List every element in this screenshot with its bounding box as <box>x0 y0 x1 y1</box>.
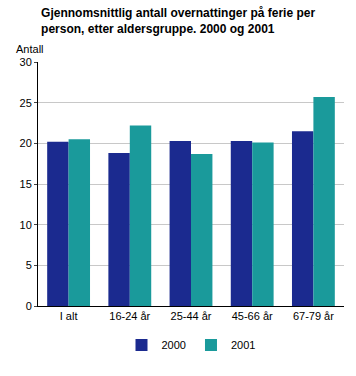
svg-text:20: 20 <box>20 137 32 149</box>
svg-text:15: 15 <box>20 178 32 190</box>
svg-text:5: 5 <box>26 259 32 271</box>
svg-text:2001: 2001 <box>231 339 255 351</box>
svg-text:25: 25 <box>20 97 32 109</box>
svg-text:25-44 år: 25-44 år <box>171 310 212 322</box>
svg-text:2000: 2000 <box>162 339 186 351</box>
svg-text:0: 0 <box>26 300 32 312</box>
svg-text:I alt: I alt <box>60 310 78 322</box>
svg-text:Gjennomsnittlig antall overnat: Gjennomsnittlig antall overnattinger på … <box>41 6 315 36</box>
svg-text:Antall: Antall <box>16 43 44 55</box>
svg-text:30: 30 <box>20 56 32 68</box>
svg-text:45-66 år: 45-66 år <box>232 310 273 322</box>
svg-text:67-79 år: 67-79 år <box>293 310 334 322</box>
svg-text:16-24 år: 16-24 år <box>109 310 150 322</box>
svg-text:10: 10 <box>20 219 32 231</box>
